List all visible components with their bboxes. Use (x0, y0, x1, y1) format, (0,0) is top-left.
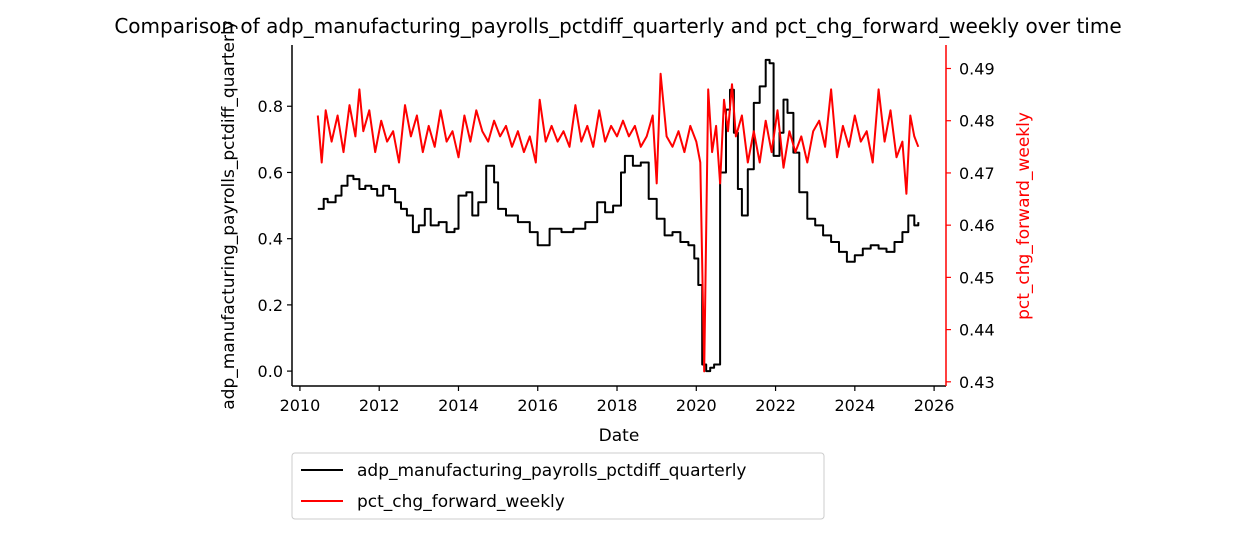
x-tick-label: 2018 (597, 396, 638, 415)
y-right-axis-ticks: 0.43 0.44 0.45 0.46 0.47 0.48 0.49 (946, 59, 995, 392)
legend: adp_manufacturing_payrolls_pctdiff_quart… (291, 452, 825, 520)
x-tick-label: 2014 (438, 396, 479, 415)
y-left-axis-label: adp_manufacturing_payrolls_pctdiff_quart… (219, 20, 239, 409)
y-right-tick-label: 0.48 (959, 112, 995, 131)
y-right-axis-label: pct_chg_forward_weekly (1014, 112, 1034, 320)
x-tick-label: 2020 (676, 396, 717, 415)
y-left-tick-label: 0.2 (258, 296, 283, 315)
series-line-1 (317, 58, 920, 373)
y-left-tick-label: 0.4 (258, 230, 283, 249)
series-line-2 (316, 72, 920, 373)
y-left-axis-ticks: 0.0 0.2 0.4 0.6 0.8 (258, 97, 292, 381)
legend-box (291, 452, 825, 520)
y-right-tick-label: 0.46 (959, 216, 995, 235)
y-right-tick-label: 0.49 (959, 59, 995, 78)
y-right-tick-label: 0.43 (959, 373, 995, 392)
x-tick-label: 2010 (280, 396, 321, 415)
y-left-tick-label: 0.0 (258, 362, 283, 381)
y-right-tick-label: 0.47 (959, 164, 995, 183)
y-right-tick-label: 0.44 (959, 321, 995, 340)
legend-label-series-1: adp_manufacturing_payrolls_pctdiff_quart… (357, 461, 746, 481)
x-tick-label: 2022 (755, 396, 796, 415)
x-axis-ticks: 2010 2012 2014 2016 2018 2020 2022 2024 2026 (280, 386, 955, 415)
y-left-tick-label: 0.8 (258, 97, 283, 116)
x-tick-label: 2016 (517, 396, 558, 415)
x-tick-label: 2012 (359, 396, 400, 415)
y-left-tick-label: 0.6 (258, 163, 283, 182)
x-tick-label: 2026 (914, 396, 955, 415)
legend-label-series-2: pct_chg_forward_weekly (357, 492, 565, 512)
series-layer (316, 58, 920, 373)
x-tick-label: 2024 (834, 396, 875, 415)
y-right-tick-label: 0.45 (959, 268, 995, 287)
x-axis-label: Date (599, 426, 640, 446)
chart-title: Comparison of adp_manufacturing_payrolls… (114, 14, 1121, 38)
